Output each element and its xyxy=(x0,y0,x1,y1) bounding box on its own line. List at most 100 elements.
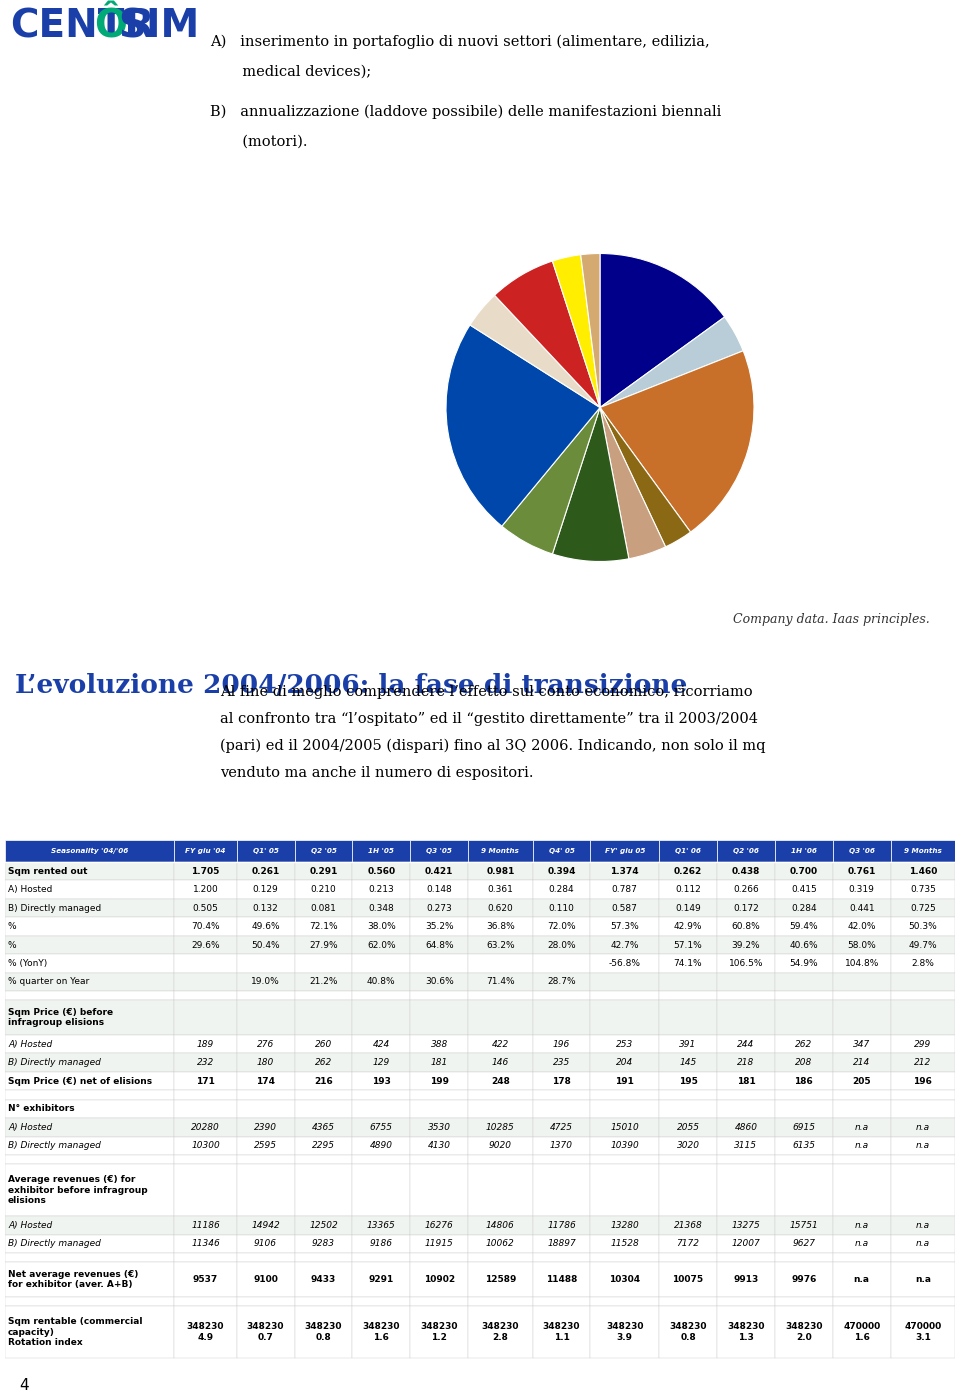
Bar xyxy=(468,839,533,862)
Text: Antiques and
crafted products
4%: Antiques and crafted products 4% xyxy=(824,392,890,422)
Bar xyxy=(533,1118,590,1136)
Bar xyxy=(236,972,295,990)
Text: 2595: 2595 xyxy=(254,1142,277,1150)
Bar xyxy=(175,954,236,972)
Bar xyxy=(717,990,775,1000)
Text: 11346: 11346 xyxy=(191,1240,220,1248)
Text: 4130: 4130 xyxy=(428,1142,451,1150)
Bar xyxy=(590,1262,660,1297)
Bar xyxy=(533,1035,590,1053)
Bar xyxy=(775,839,832,862)
Bar xyxy=(236,862,295,880)
Bar xyxy=(832,1136,891,1156)
Bar xyxy=(352,1307,410,1358)
Text: 186: 186 xyxy=(795,1077,813,1086)
Bar xyxy=(775,900,832,918)
Bar xyxy=(891,1297,955,1307)
Text: FY giu '04: FY giu '04 xyxy=(185,848,226,853)
Bar xyxy=(775,880,832,900)
Text: 299: 299 xyxy=(914,1039,931,1049)
Text: 40.8%: 40.8% xyxy=(367,978,396,986)
Bar xyxy=(352,1035,410,1053)
Bar xyxy=(891,972,955,990)
Bar xyxy=(717,862,775,880)
Text: 0.735: 0.735 xyxy=(910,886,936,894)
Text: n.a: n.a xyxy=(916,1123,930,1132)
Text: n.a: n.a xyxy=(916,1142,930,1150)
Text: Q2 '06: Q2 '06 xyxy=(733,848,758,853)
Bar xyxy=(891,990,955,1000)
Text: %: % xyxy=(8,922,16,932)
Text: Sqm rented out: Sqm rented out xyxy=(8,867,87,876)
Text: 0.560: 0.560 xyxy=(368,867,396,876)
Bar xyxy=(175,1216,236,1234)
Bar xyxy=(5,880,175,900)
Bar xyxy=(891,1118,955,1136)
Bar xyxy=(660,1118,717,1136)
Bar xyxy=(468,1090,533,1100)
Bar xyxy=(533,954,590,972)
Bar xyxy=(832,880,891,900)
Text: 216: 216 xyxy=(314,1077,333,1086)
Text: 49.6%: 49.6% xyxy=(252,922,280,932)
Bar xyxy=(410,1035,468,1053)
Text: 50.4%: 50.4% xyxy=(252,940,280,950)
Text: 10285: 10285 xyxy=(486,1123,515,1132)
Bar xyxy=(590,1234,660,1254)
Text: 29.6%: 29.6% xyxy=(191,940,220,950)
Text: B) Directly managed: B) Directly managed xyxy=(8,1142,101,1150)
Bar xyxy=(590,1136,660,1156)
Bar xyxy=(468,918,533,936)
Text: 59.4%: 59.4% xyxy=(789,922,818,932)
Bar xyxy=(175,1053,236,1072)
Text: 10075: 10075 xyxy=(672,1274,704,1284)
Bar xyxy=(717,1053,775,1072)
Bar xyxy=(775,1090,832,1100)
Bar xyxy=(468,972,533,990)
Text: Q4' 05: Q4' 05 xyxy=(548,848,574,853)
Bar xyxy=(660,1136,717,1156)
Wedge shape xyxy=(446,325,600,526)
Bar xyxy=(590,1118,660,1136)
Bar xyxy=(352,900,410,918)
Text: 39.2%: 39.2% xyxy=(732,940,760,950)
Text: 0.261: 0.261 xyxy=(252,867,279,876)
Bar xyxy=(468,1053,533,1072)
Text: 129: 129 xyxy=(372,1058,390,1067)
Bar xyxy=(5,972,175,990)
Bar xyxy=(891,1035,955,1053)
Bar xyxy=(832,1035,891,1053)
Bar xyxy=(175,1164,236,1216)
Bar xyxy=(5,954,175,972)
Text: 195: 195 xyxy=(679,1077,698,1086)
Bar xyxy=(891,839,955,862)
Wedge shape xyxy=(494,262,600,407)
Bar xyxy=(410,839,468,862)
Text: n.a: n.a xyxy=(854,1240,869,1248)
Text: 347: 347 xyxy=(853,1039,871,1049)
Bar xyxy=(717,1307,775,1358)
Bar xyxy=(175,1262,236,1297)
Text: 0.129: 0.129 xyxy=(252,886,278,894)
Bar xyxy=(775,1307,832,1358)
Bar xyxy=(891,880,955,900)
Text: Q3 '06: Q3 '06 xyxy=(849,848,875,853)
Bar xyxy=(410,900,468,918)
Bar xyxy=(468,1118,533,1136)
Bar xyxy=(295,839,352,862)
Bar xyxy=(295,1262,352,1297)
Text: 10062: 10062 xyxy=(486,1240,515,1248)
Text: 470000
3.1: 470000 3.1 xyxy=(904,1322,942,1342)
Bar xyxy=(891,1000,955,1035)
Text: 260: 260 xyxy=(315,1039,332,1049)
Text: 2295: 2295 xyxy=(312,1142,335,1150)
Text: 6755: 6755 xyxy=(370,1123,393,1132)
Text: Textiles, clothing
& accessories
23%: Textiles, clothing & accessories 23% xyxy=(295,400,361,431)
Bar xyxy=(660,918,717,936)
Text: 0.284: 0.284 xyxy=(791,904,817,912)
Text: 178: 178 xyxy=(552,1077,571,1086)
Bar xyxy=(410,1100,468,1118)
Bar xyxy=(236,1100,295,1118)
Text: A) Hosted: A) Hosted xyxy=(8,886,53,894)
Bar xyxy=(295,1118,352,1136)
